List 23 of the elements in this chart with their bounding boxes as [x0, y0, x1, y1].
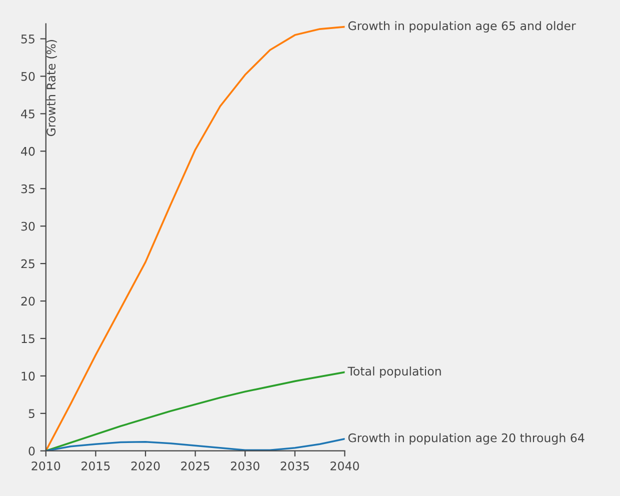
x-tick-label: 2035: [280, 461, 309, 470]
y-tick-label: 25: [21, 259, 34, 268]
x-tick-label: 2025: [181, 461, 210, 470]
y-tick-label: 55: [21, 34, 34, 44]
y-tick-label: 5: [28, 409, 34, 418]
x-tick-label: 2010: [32, 461, 60, 470]
series-label: Total population: [348, 366, 441, 378]
series-label: Growth in population age 20 through 64: [348, 433, 584, 445]
y-tick-label: 0: [28, 446, 35, 456]
x-tick-label: 2020: [131, 461, 160, 470]
series-label: Growth in population age 65 and older: [348, 21, 576, 33]
y-tick-label: 35: [21, 184, 34, 194]
y-tick-label: 50: [21, 72, 35, 81]
y-axis-title: Growth Rate (%): [46, 40, 57, 136]
x-tick-label: 2030: [230, 461, 260, 470]
x-tick-label: 2040: [330, 461, 359, 470]
y-tick-label: 10: [22, 372, 35, 381]
y-tick-label: 45: [21, 110, 34, 118]
y-tick-label: 40: [21, 146, 35, 156]
y-tick-label: 15: [22, 334, 34, 344]
x-tick-label: 2015: [82, 461, 110, 470]
y-tick-label: 30: [21, 222, 35, 231]
y-tick-label: 20: [21, 296, 35, 306]
